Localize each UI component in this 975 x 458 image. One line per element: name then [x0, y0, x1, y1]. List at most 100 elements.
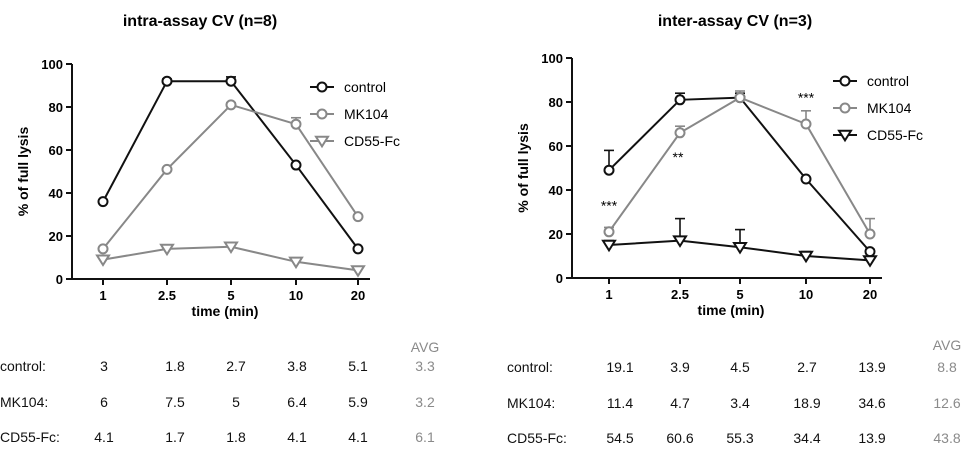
chart-title: intra-assay CV (n=8) — [123, 13, 277, 30]
data-point — [603, 164, 615, 176]
cv-table-cell: 5.1 — [348, 358, 368, 374]
cv-table-avg: 3.3 — [415, 358, 435, 374]
x-tick-label: 2.5 — [158, 288, 176, 303]
series-line — [608, 96, 871, 253]
cv-table-row-label: CD55-Fc: — [0, 429, 60, 445]
data-point — [800, 118, 812, 130]
cv-table-cell: 4.1 — [287, 429, 307, 445]
y-axis-label: % of full lysis — [15, 127, 31, 217]
x-tick-label: 5 — [736, 287, 743, 302]
chart-panel-2: inter-assay CV (n=3) 0 20 40 60 80 100 1 2.5 5 10 2… — [507, 13, 961, 446]
cv-table-cell: 55.3 — [726, 430, 753, 446]
cv-table-cell: 6 — [100, 394, 108, 410]
cv-table-cell: 2.7 — [797, 359, 817, 375]
data-point — [350, 265, 366, 278]
data-point — [732, 242, 748, 255]
cv-table-avg: 12.6 — [933, 395, 960, 411]
cv-table-cell: 3.4 — [730, 395, 750, 411]
x-tick-label: 20 — [351, 288, 365, 303]
data-point — [290, 159, 302, 171]
x-tick-label: 10 — [799, 287, 813, 302]
cv-table: AVG control: 19.1 3.9 4.5 2.7 13.9 8.8 MK104: 11.… — [507, 337, 961, 446]
cv-table-row-label: control: — [507, 359, 553, 375]
series-control: control — [97, 75, 386, 255]
cv-table-avg: 43.8 — [933, 430, 960, 446]
series-line — [608, 96, 871, 235]
data-point — [601, 239, 617, 253]
series-control: control — [603, 73, 909, 258]
data-point — [225, 75, 237, 87]
cv-table: AVG control: 3 1.8 2.7 3.8 5.1 3.3 MK104: 6 7.5 5 6.… — [0, 339, 439, 445]
y-tick-label: 60 — [549, 139, 563, 154]
cv-table-cell: 3.9 — [670, 359, 690, 375]
cv-table-avg-header: AVG — [933, 337, 962, 353]
series-line — [102, 103, 359, 250]
data-point — [672, 235, 688, 248]
cv-table-cell: 2.7 — [226, 358, 246, 374]
cv-table-cell: 4.1 — [94, 429, 114, 445]
cv-table-cell: 54.5 — [606, 430, 633, 446]
legend-label: CD55-Fc — [867, 127, 923, 143]
cv-table-cell: 4.5 — [730, 359, 750, 375]
data-point — [864, 228, 876, 240]
legend-label: CD55-Fc — [344, 133, 400, 149]
series-MK104: MK104 — [97, 99, 389, 255]
cv-table-cell: 18.9 — [793, 395, 820, 411]
y-tick-label: 20 — [549, 227, 563, 242]
data-point — [603, 226, 615, 238]
cv-table-cell: 1.7 — [165, 429, 185, 445]
data-point — [161, 75, 173, 87]
y-tick-label: 0 — [56, 272, 63, 287]
cv-table-cell: 6.4 — [287, 394, 307, 410]
cv-table-cell: 5 — [232, 394, 240, 410]
data-point — [352, 243, 364, 255]
x-tick-label: 1 — [605, 287, 612, 302]
x-tick-label: 10 — [289, 288, 303, 303]
cv-table-cell: 60.6 — [666, 430, 693, 446]
data-point — [352, 211, 364, 223]
data-point — [159, 243, 175, 257]
y-tick-label: 80 — [49, 100, 63, 115]
legend-marker — [837, 129, 853, 143]
legend-marker — [839, 75, 851, 87]
x-axis-label: time (min) — [192, 303, 259, 319]
legend-marker — [316, 108, 328, 120]
x-tick-label: 2.5 — [671, 287, 689, 302]
cv-table-row-label: MK104: — [507, 395, 555, 411]
x-axis-label: time (min) — [698, 302, 765, 318]
series-MK104: MK104 — [603, 90, 912, 240]
cv-table-avg: 6.1 — [415, 429, 435, 445]
cv-table-cell: 13.9 — [858, 430, 885, 446]
x-tick-label: 20 — [863, 287, 877, 302]
data-point — [798, 250, 814, 264]
data-point — [223, 241, 239, 255]
cv-table-row-label: control: — [0, 358, 46, 374]
cv-table-cell: 1.8 — [165, 358, 185, 374]
data-point — [288, 256, 304, 270]
data-point — [97, 243, 109, 255]
cv-table-cell: 4.1 — [348, 429, 368, 445]
data-point — [734, 92, 746, 104]
y-tick-label: 60 — [49, 143, 63, 158]
legend-label: MK104 — [867, 100, 912, 116]
cv-table-cell: 3.8 — [287, 358, 307, 374]
series-CD55-Fc: CD55-Fc — [95, 133, 400, 278]
cv-table-avg: 8.8 — [937, 359, 957, 375]
cv-table-cell: 3 — [100, 358, 108, 374]
data-point — [674, 94, 686, 106]
y-tick-label: 80 — [549, 95, 563, 110]
significance-annotation: *** — [601, 197, 618, 213]
cv-table-cell: 13.9 — [858, 359, 885, 375]
legend-label: control — [867, 73, 909, 89]
cv-table-cell: 34.6 — [858, 395, 885, 411]
data-point — [97, 196, 109, 208]
cv-table-cell: 5.9 — [348, 394, 368, 410]
chart-title: inter-assay CV (n=3) — [658, 13, 812, 30]
cv-table-avg-header: AVG — [411, 339, 440, 355]
data-point — [674, 127, 686, 139]
y-tick-label: 100 — [541, 51, 563, 66]
data-point — [225, 99, 237, 111]
data-point — [290, 118, 302, 130]
data-point — [95, 254, 111, 267]
